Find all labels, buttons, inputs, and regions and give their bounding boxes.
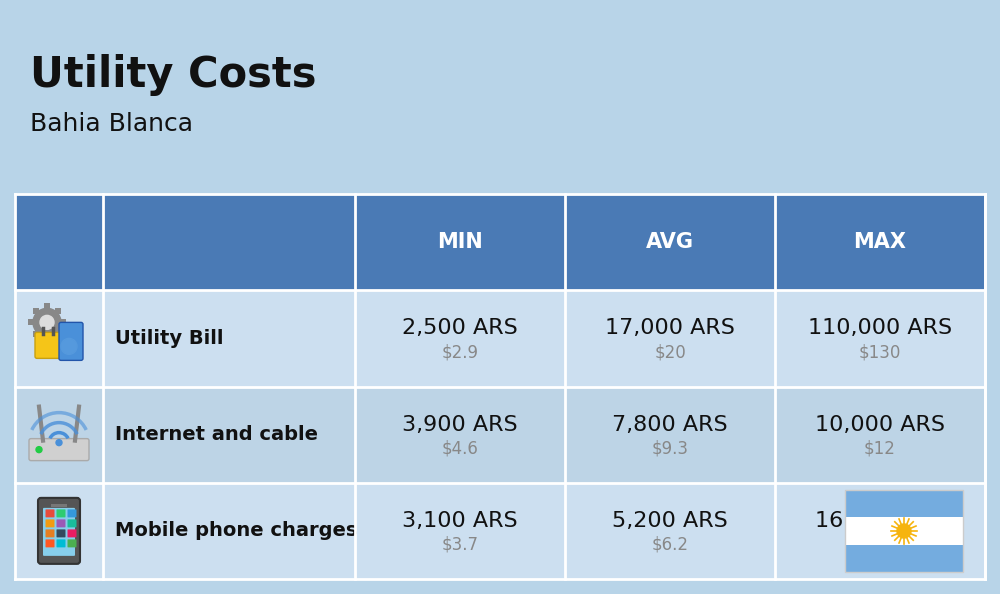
Text: AVG: AVG [646,232,694,252]
FancyBboxPatch shape [56,510,66,517]
FancyBboxPatch shape [56,539,66,548]
FancyBboxPatch shape [56,519,66,527]
Text: MIN: MIN [437,232,483,252]
Text: $19: $19 [864,536,896,554]
Text: Bahia Blanca: Bahia Blanca [30,112,193,136]
Circle shape [897,524,911,538]
Bar [15,290,985,387]
FancyBboxPatch shape [38,498,80,564]
Bar [51,504,67,507]
FancyBboxPatch shape [29,438,89,460]
Text: 5,200 ARS: 5,200 ARS [612,511,728,531]
Text: Internet and cable: Internet and cable [115,425,318,444]
Bar [15,387,985,483]
FancyBboxPatch shape [68,529,76,538]
FancyBboxPatch shape [68,519,76,527]
FancyBboxPatch shape [43,508,75,556]
FancyBboxPatch shape [46,510,54,517]
Text: 3,900 ARS: 3,900 ARS [402,415,518,435]
Text: $12: $12 [864,440,896,457]
Bar [33,331,39,337]
Text: $2.9: $2.9 [442,343,479,361]
FancyBboxPatch shape [59,323,83,361]
Text: 17,000 ARS: 17,000 ARS [605,318,735,339]
Text: 7,800 ARS: 7,800 ARS [612,415,728,435]
Text: 110,000 ARS: 110,000 ARS [808,318,952,339]
Circle shape [33,308,61,336]
Text: Mobile phone charges: Mobile phone charges [115,522,357,541]
Bar [44,304,50,309]
Text: $4.6: $4.6 [442,440,478,457]
Bar [15,483,985,579]
Circle shape [40,315,54,330]
Text: 3,100 ARS: 3,100 ARS [402,511,518,531]
FancyBboxPatch shape [68,510,76,517]
Bar [15,194,985,290]
Text: MAX: MAX [854,232,906,252]
Bar [33,308,39,314]
Bar [55,308,61,314]
Bar [845,490,963,517]
FancyBboxPatch shape [68,539,76,548]
Text: $6.2: $6.2 [652,536,688,554]
FancyBboxPatch shape [46,539,54,548]
Circle shape [36,447,42,453]
Text: Utility Costs: Utility Costs [30,54,316,96]
FancyBboxPatch shape [35,333,61,358]
Bar [28,320,34,326]
Circle shape [61,339,77,355]
Circle shape [56,440,62,446]
Bar [845,545,963,572]
Text: $9.3: $9.3 [652,440,688,457]
Text: $130: $130 [859,343,901,361]
FancyBboxPatch shape [46,519,54,527]
Bar [60,320,66,326]
Bar [845,490,963,572]
Text: $20: $20 [654,343,686,361]
Text: Utility Bill: Utility Bill [115,329,224,348]
FancyBboxPatch shape [46,529,54,538]
Bar [845,517,963,545]
Text: $3.7: $3.7 [442,536,479,554]
Text: 2,500 ARS: 2,500 ARS [402,318,518,339]
FancyBboxPatch shape [56,529,66,538]
Bar [55,331,61,337]
Text: 10,000 ARS: 10,000 ARS [815,415,945,435]
Bar [44,336,50,342]
Text: 16,000 ARS: 16,000 ARS [815,511,945,531]
